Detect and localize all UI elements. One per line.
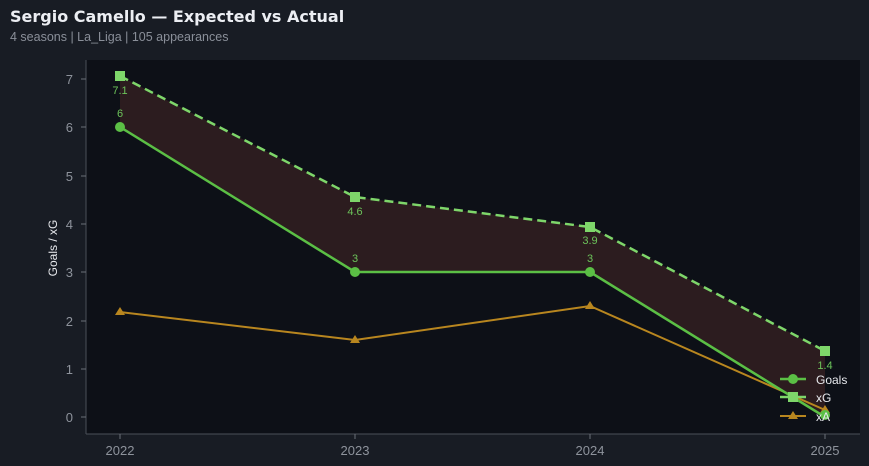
xg-label: 3.9 [582, 235, 597, 247]
x-ticks: 2022 2023 2024 2025 [106, 434, 840, 458]
y-tick-label: 4 [66, 217, 73, 232]
x-tick-label: 2022 [106, 443, 135, 458]
legend-item-xg: xG [780, 391, 831, 405]
y-tick-label: 3 [66, 265, 73, 280]
y-tick-label: 5 [66, 169, 73, 184]
xg-label: 7.1 [112, 85, 127, 97]
legend-label: xA [816, 410, 830, 424]
series-xa [115, 301, 830, 413]
legend-label: xG [816, 391, 831, 405]
data-labels: 7.1 6 4.6 3 3.9 3 1.4 [112, 85, 832, 372]
goals-label: 3 [587, 253, 593, 265]
y-tick-label: 0 [66, 410, 73, 425]
chart-title: Sergio Camello — Expected vs Actual [10, 7, 345, 26]
legend-item-xa: xA [780, 410, 830, 424]
goals-label: 3 [352, 253, 358, 265]
series-goals [115, 122, 830, 420]
goals-label: 6 [117, 108, 123, 120]
x-tick-label: 2024 [576, 443, 605, 458]
legend: Goals xG xA [780, 373, 847, 424]
legend-item-goals: Goals [780, 373, 847, 387]
y-tick-label: 6 [66, 120, 73, 135]
xg-label: 4.6 [347, 206, 362, 218]
chart-subtitle: 4 seasons | La_Liga | 105 appearances [10, 30, 229, 44]
y-ticks: 0 1 2 3 4 5 6 7 [66, 72, 86, 425]
y-tick-label: 2 [66, 314, 73, 329]
x-tick-label: 2025 [811, 443, 840, 458]
y-tick-label: 7 [66, 72, 73, 87]
fill-between-goals-xg [120, 76, 825, 417]
xg-label: 1.4 [817, 360, 832, 372]
x-tick-label: 2023 [341, 443, 370, 458]
legend-label: Goals [816, 373, 847, 387]
series-xg [115, 71, 830, 356]
y-axis-label: Goals / xG [46, 220, 60, 277]
y-tick-label: 1 [66, 362, 73, 377]
